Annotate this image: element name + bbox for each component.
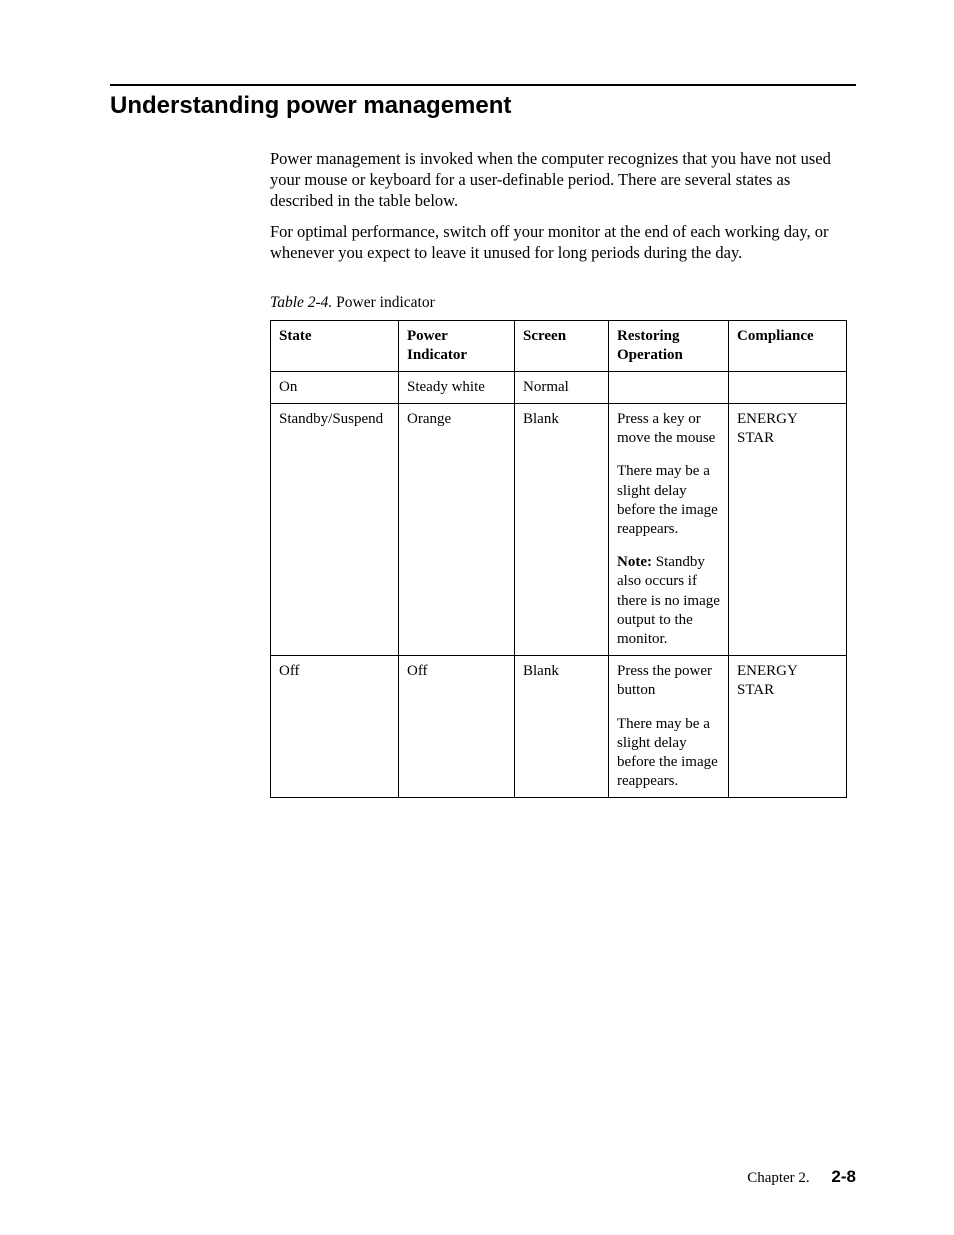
table-caption-text: Power indicator [336,294,435,311]
cell-indicator: Off [399,656,515,798]
footer-page-number: 2-8 [831,1167,856,1186]
cell-compliance: ENERGY STAR [729,404,847,656]
note-label: Note: [617,554,652,570]
cell-restoring: Press a key or move the mouse There may … [609,404,729,656]
power-indicator-table: State Power Indicator Screen Restoring O… [270,320,847,799]
restore-note: Note: Standby also occurs if there is no… [617,553,720,649]
col-header-indicator: Power Indicator [399,320,515,371]
page: Understanding power management Power man… [0,0,954,798]
restore-text: Press the power button [617,662,720,700]
table-row: Off Off Blank Press the power button The… [271,656,847,798]
footer-chapter: Chapter 2. [747,1170,809,1186]
cell-screen: Blank [515,656,609,798]
cell-state: Standby/Suspend [271,404,399,656]
intro-para-2: For optimal performance, switch off your… [270,221,856,263]
table-row: On Steady white Normal [271,371,847,403]
restore-text: Press a key or move the mouse [617,410,720,448]
section-title: Understanding power management [110,92,856,120]
col-header-state: State [271,320,399,371]
cell-compliance [729,371,847,403]
col-header-compliance: Compliance [729,320,847,371]
section-rule [110,84,856,86]
cell-state: Off [271,656,399,798]
restore-text: There may be a slight delay before the i… [617,715,720,792]
cell-indicator: Orange [399,404,515,656]
cell-compliance: ENERGY STAR [729,656,847,798]
col-header-screen: Screen [515,320,609,371]
cell-screen: Normal [515,371,609,403]
intro-para-1: Power management is invoked when the com… [270,148,856,211]
table-header-row: State Power Indicator Screen Restoring O… [271,320,847,371]
cell-restoring [609,371,729,403]
col-header-restoring: Restoring Operation [609,320,729,371]
body-text: Power management is invoked when the com… [270,148,856,264]
table-caption-label: Table 2-4. [270,294,332,311]
cell-screen: Blank [515,404,609,656]
restore-text: There may be a slight delay before the i… [617,462,720,539]
cell-state: On [271,371,399,403]
cell-indicator: Steady white [399,371,515,403]
table-row: Standby/Suspend Orange Blank Press a key… [271,404,847,656]
cell-restoring: Press the power button There may be a sl… [609,656,729,798]
table-caption: Table 2-4. Power indicator [270,294,856,312]
page-footer: Chapter 2. 2-8 [747,1167,856,1187]
